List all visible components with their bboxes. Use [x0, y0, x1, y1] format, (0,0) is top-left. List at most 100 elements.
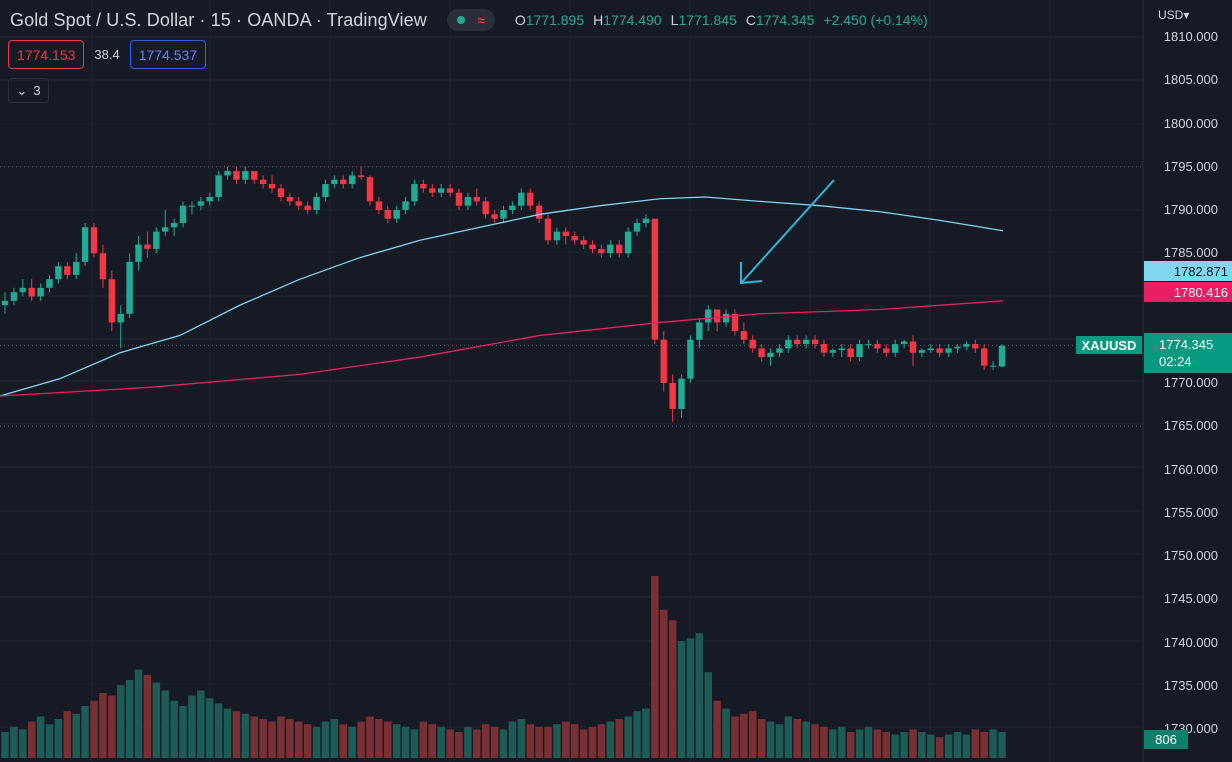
volume-bar — [740, 713, 748, 758]
candle-body — [687, 339, 694, 379]
market-status-pill[interactable]: ≈ — [446, 9, 495, 31]
candle-body — [945, 348, 952, 353]
candle-body — [527, 192, 534, 206]
volume-bar — [846, 732, 855, 758]
volume-bar — [731, 716, 739, 758]
candle-body — [313, 197, 320, 210]
volume-bar — [793, 719, 801, 758]
candle-body — [215, 175, 222, 198]
volume-bar — [588, 726, 597, 758]
candle-body — [776, 348, 783, 353]
candle-body — [696, 322, 703, 340]
volume-bar — [214, 703, 223, 758]
candle-body — [740, 331, 748, 340]
candle-body — [642, 218, 650, 223]
candle-body — [633, 222, 641, 232]
candle-body — [660, 339, 667, 383]
chevron-down-icon: ⌄ — [16, 82, 28, 98]
price-tick-label: 1735.000 — [1163, 677, 1218, 693]
candle-body — [785, 339, 792, 349]
candle-body — [73, 261, 80, 275]
volume-bar — [99, 693, 107, 758]
volume-bar — [81, 706, 89, 758]
last-price: 1774.345 — [1159, 337, 1214, 352]
low-value: 1771.845 — [678, 12, 737, 28]
candle-body — [669, 383, 676, 409]
dotted-price-levels — [0, 166, 1143, 427]
indicators-toggle[interactable]: ⌄ 3 — [8, 78, 49, 103]
volume-bar — [72, 713, 80, 758]
indicators-count: 3 — [33, 83, 41, 98]
candle-body — [420, 184, 427, 189]
volume-bar — [419, 721, 428, 758]
candle-body — [108, 279, 116, 323]
candle-body — [713, 309, 721, 323]
volume-bar — [348, 726, 356, 758]
candle-body — [891, 344, 899, 353]
volume-bar — [900, 732, 908, 758]
volume-bar — [864, 726, 873, 758]
high-value: 1774.490 — [603, 12, 662, 28]
volume-label: 806 — [1144, 730, 1188, 749]
candle-body — [375, 201, 383, 210]
volume-bar — [54, 719, 63, 758]
volume-bar — [775, 724, 784, 758]
volume-bar — [562, 721, 570, 758]
volume-bar — [766, 721, 775, 758]
market-open-icon — [457, 16, 466, 24]
volume-bar — [642, 708, 650, 758]
price-tick-label: 1770.000 — [1163, 375, 1218, 390]
volume-bar — [838, 726, 846, 758]
volume-bar — [19, 729, 27, 758]
volume-bar — [579, 729, 588, 758]
volume-bar — [277, 716, 285, 758]
volume-bar — [188, 695, 196, 758]
volume-bar — [179, 706, 187, 758]
volume-bar — [704, 672, 712, 758]
arrow-icon — [741, 179, 835, 283]
candle-body — [883, 348, 890, 353]
candle-body — [170, 222, 178, 228]
volume-bar — [633, 711, 641, 758]
candle-body — [838, 348, 845, 351]
volume-bar — [962, 734, 971, 758]
candle-body — [81, 227, 89, 262]
volume-bar — [339, 724, 348, 758]
volume-bar — [152, 682, 161, 758]
candle-body — [865, 344, 872, 346]
volume-bar — [473, 729, 481, 758]
volume-bar — [757, 719, 766, 758]
volume-bar — [286, 719, 294, 758]
volume-bar — [321, 721, 330, 758]
volume-bar — [971, 729, 980, 758]
candle-body — [491, 214, 498, 219]
volume-bar — [143, 674, 152, 758]
candle-body — [980, 348, 988, 366]
price-tick-label: 1800.000 — [1163, 115, 1218, 131]
volume-bar — [490, 726, 499, 758]
volume-bar — [206, 698, 214, 758]
volume-bar — [223, 708, 232, 758]
currency-selector[interactable]: USD▾ — [1158, 8, 1190, 22]
candle-body — [624, 231, 632, 254]
volume-bar — [953, 732, 962, 758]
volume-bar — [980, 732, 988, 758]
candle-body — [989, 365, 997, 367]
price-tick-label: 1795.000 — [1163, 158, 1218, 174]
candle-body — [927, 348, 934, 351]
candle-body — [749, 339, 756, 349]
symbol-title[interactable]: Gold Spot / U.S. Dollar · 15 · OANDA · T… — [10, 9, 427, 30]
candle-body — [46, 279, 53, 288]
candle-body — [874, 344, 881, 349]
candle-body — [678, 378, 685, 409]
candle-body — [117, 313, 124, 323]
volume-bar — [1, 732, 9, 758]
volume-bar — [36, 716, 45, 758]
volume-bar — [526, 724, 534, 758]
sell-button[interactable]: 1774.153 — [8, 40, 85, 69]
buy-button[interactable]: 1774.537 — [129, 40, 207, 69]
candle-body — [589, 244, 596, 249]
candle-body — [206, 197, 213, 202]
volume-bar — [829, 729, 837, 758]
